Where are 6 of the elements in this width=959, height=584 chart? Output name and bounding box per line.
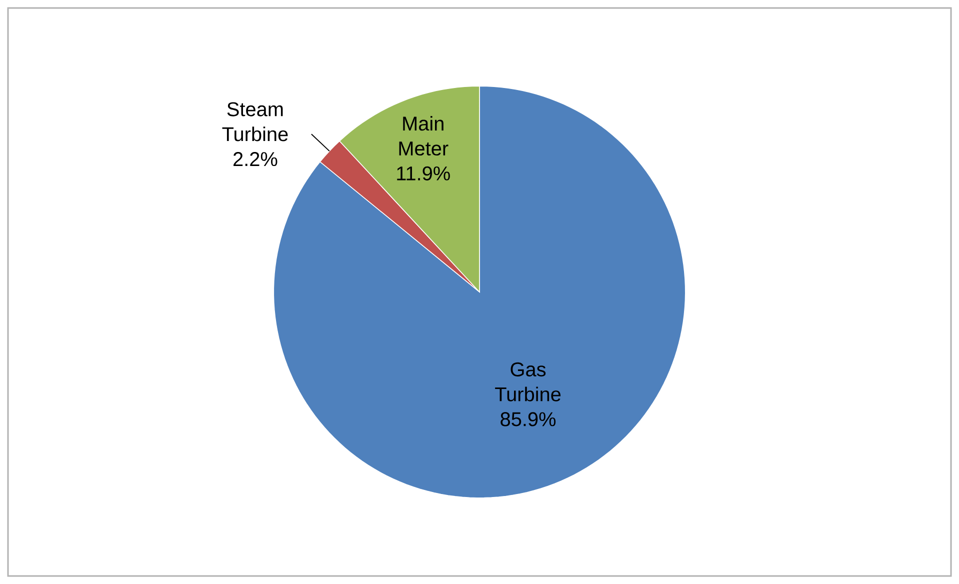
- data-label: 11.9%: [397, 166, 450, 180]
- slice-label: Steam Turbine: [222, 102, 288, 142]
- data-label: 85.9%: [500, 412, 556, 426]
- data-label: 2.2%: [234, 152, 278, 166]
- slice-label: Gas Turbine: [495, 362, 561, 402]
- slice-label: Main Meter: [399, 116, 448, 156]
